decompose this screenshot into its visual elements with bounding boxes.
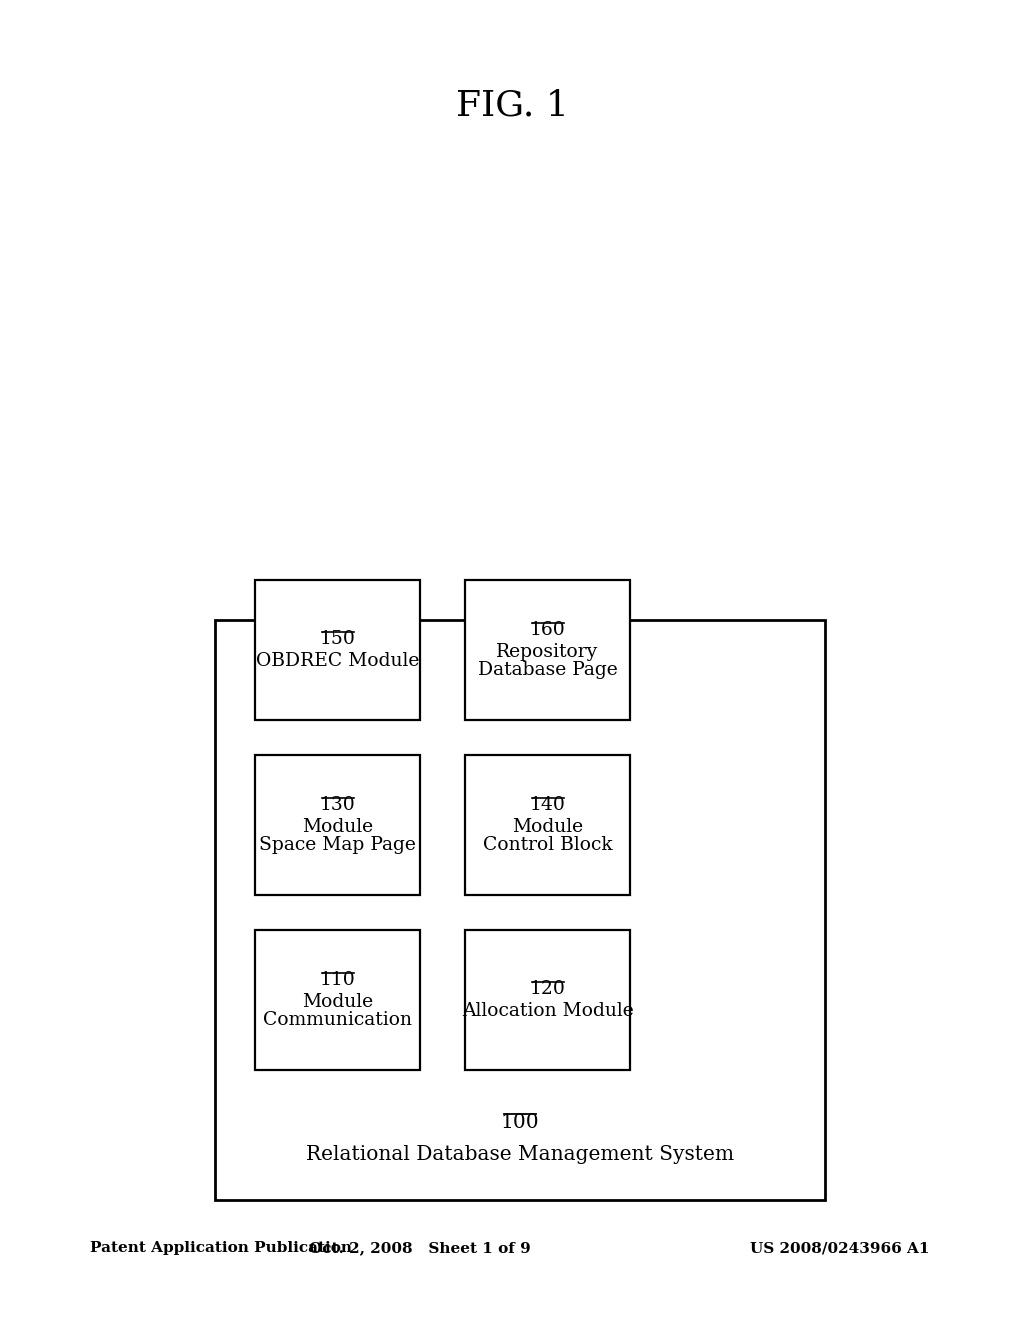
- Bar: [255, 579, 420, 719]
- Text: Repository: Repository: [497, 643, 599, 661]
- Text: FIG. 1: FIG. 1: [456, 88, 568, 121]
- Text: Module: Module: [512, 818, 583, 836]
- Bar: [255, 931, 420, 1071]
- Text: OBDREC Module: OBDREC Module: [256, 652, 419, 671]
- Text: Space Map Page: Space Map Page: [259, 836, 416, 854]
- Text: 150: 150: [319, 630, 355, 648]
- Text: 120: 120: [529, 979, 565, 998]
- Text: Relational Database Management System: Relational Database Management System: [306, 1146, 734, 1164]
- Text: Module: Module: [302, 818, 373, 836]
- Text: 130: 130: [319, 796, 355, 814]
- Text: Allocation Module: Allocation Module: [462, 1002, 634, 1020]
- Text: 160: 160: [529, 620, 565, 639]
- Text: 140: 140: [529, 796, 565, 814]
- Text: Module: Module: [302, 993, 373, 1011]
- Text: 100: 100: [501, 1114, 540, 1133]
- Bar: [215, 620, 825, 1200]
- Bar: [255, 755, 420, 895]
- Text: Communication: Communication: [263, 1011, 412, 1030]
- Text: 110: 110: [319, 972, 355, 989]
- Text: Patent Application Publication: Patent Application Publication: [90, 1241, 352, 1255]
- Text: Oct. 2, 2008   Sheet 1 of 9: Oct. 2, 2008 Sheet 1 of 9: [309, 1241, 530, 1255]
- Bar: [465, 931, 630, 1071]
- Text: US 2008/0243966 A1: US 2008/0243966 A1: [751, 1241, 930, 1255]
- Bar: [465, 755, 630, 895]
- Text: Database Page: Database Page: [477, 661, 617, 678]
- Text: Control Block: Control Block: [482, 836, 612, 854]
- Bar: [465, 579, 630, 719]
